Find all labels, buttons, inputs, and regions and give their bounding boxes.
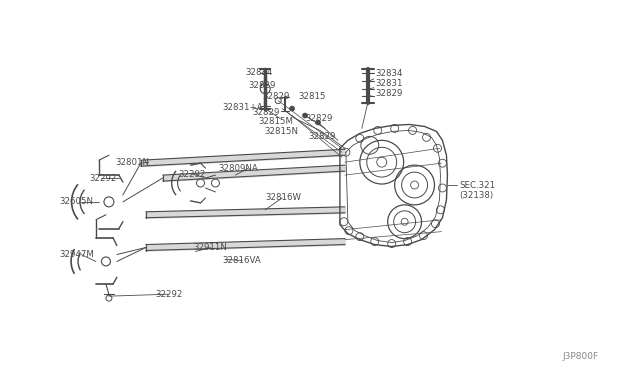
Circle shape [316,120,321,125]
Circle shape [303,113,308,118]
Text: 32816VA: 32816VA [223,256,261,265]
Text: J3P800F: J3P800F [563,352,599,361]
Text: 32829: 32829 [305,114,332,123]
Text: 32292: 32292 [179,170,206,179]
Text: 32829: 32829 [252,108,280,117]
Text: 32829: 32829 [308,132,335,141]
Text: 32292: 32292 [89,174,116,183]
Text: 32815: 32815 [298,92,326,101]
Text: 32816W: 32816W [265,193,301,202]
Text: 32809NA: 32809NA [218,164,258,173]
Text: 32815M: 32815M [259,117,293,126]
Text: (32138): (32138) [460,192,493,201]
Text: 32829: 32829 [248,81,276,90]
Text: 32829: 32829 [262,92,290,101]
Text: 32831: 32831 [376,79,403,88]
Circle shape [290,106,294,111]
Text: 32292: 32292 [156,290,183,299]
Text: 32831+A: 32831+A [223,103,263,112]
Text: 32834: 32834 [376,69,403,78]
Text: 32829: 32829 [376,89,403,98]
Text: 32911N: 32911N [193,243,227,252]
Text: 32605N: 32605N [59,198,93,206]
Text: 32834: 32834 [245,68,273,77]
Text: 32801N: 32801N [116,158,150,167]
Text: SEC.321: SEC.321 [460,180,495,189]
Text: 32947M: 32947M [59,250,94,259]
Text: 32815N: 32815N [264,127,298,136]
